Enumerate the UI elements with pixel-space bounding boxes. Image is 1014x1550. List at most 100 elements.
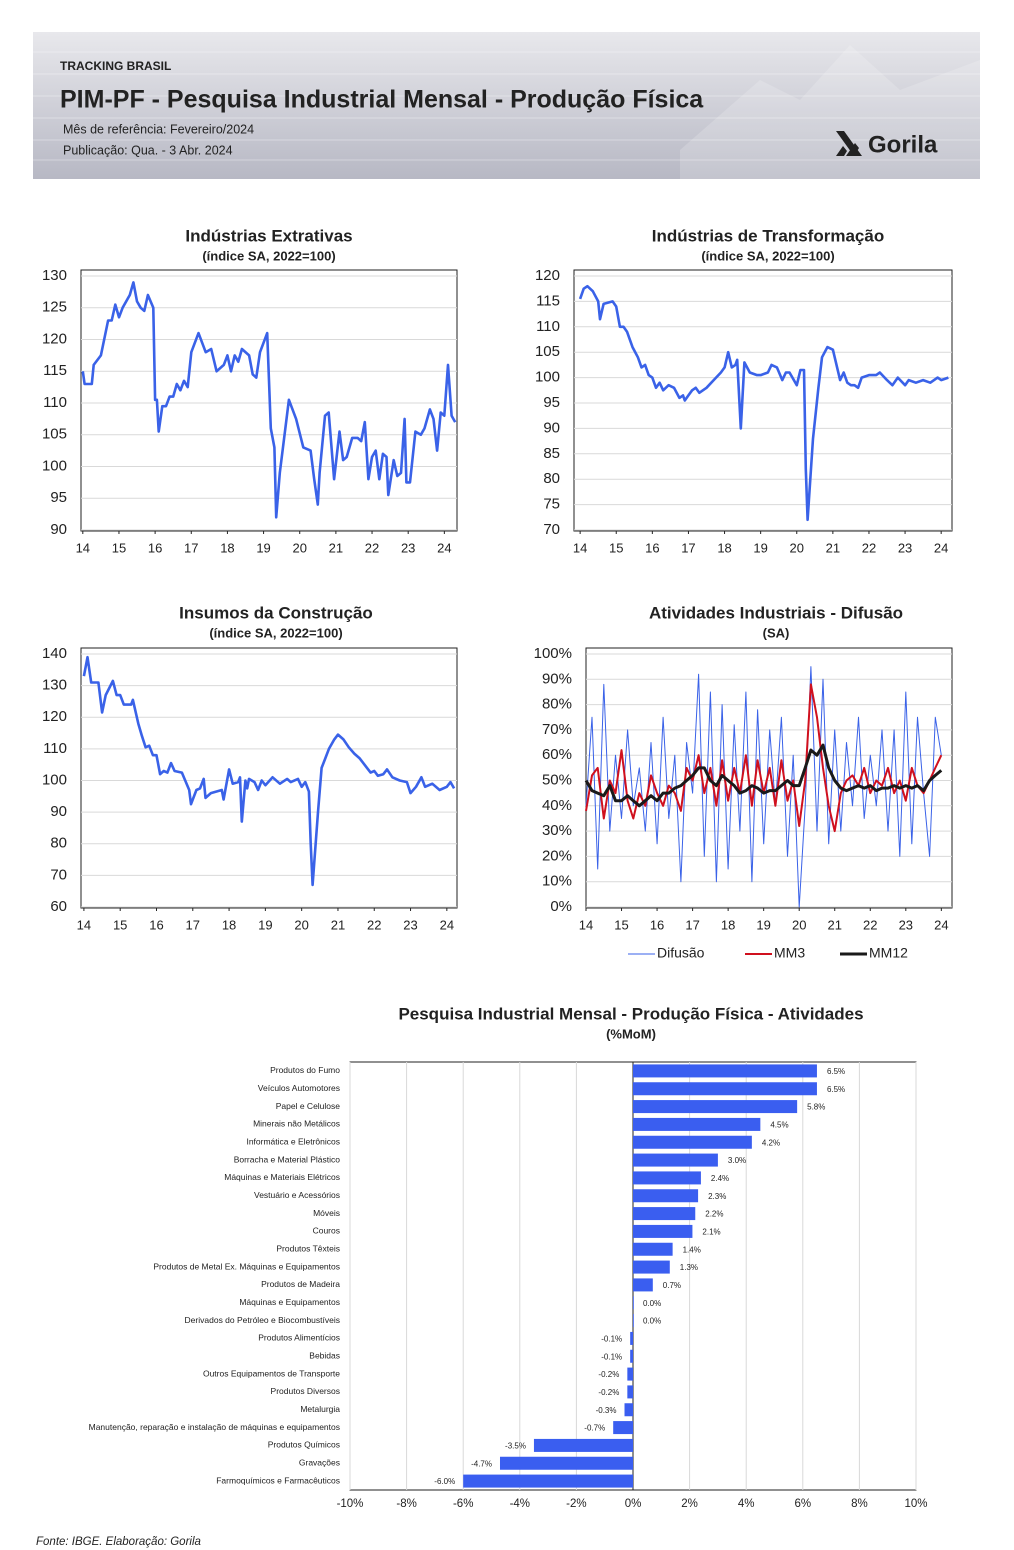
data-line <box>81 281 457 519</box>
header-section: TRACKING BRASIL <box>60 59 171 73</box>
plot-area <box>573 269 953 532</box>
y-tick-label: 105 <box>42 426 67 443</box>
chart-title: Insumos da Construção <box>179 603 373 622</box>
y-tick-label: 110 <box>43 740 67 757</box>
category-label: Produtos Diversos <box>271 1386 340 1396</box>
bar <box>627 1385 633 1399</box>
bar <box>633 1314 634 1328</box>
x-tick-label: 10% <box>904 1498 927 1510</box>
data-line <box>585 666 942 908</box>
y-tick-label: 90 <box>50 803 67 820</box>
bar <box>624 1403 633 1417</box>
plot-area <box>585 647 953 909</box>
value-label: 0.0% <box>643 1299 661 1308</box>
y-tick-label: 120 <box>42 708 67 725</box>
y-tick-label: 130 <box>42 267 67 284</box>
value-label: 0.7% <box>663 1281 681 1290</box>
value-label: 1.3% <box>680 1263 698 1272</box>
x-tick-label: 21 <box>329 540 343 555</box>
value-label: 5.8% <box>807 1103 825 1112</box>
y-tick-label: 85 <box>543 445 560 462</box>
header-background <box>33 32 980 179</box>
value-label: -0.1% <box>601 1352 622 1361</box>
bar <box>633 1260 670 1274</box>
x-tick-label: 16 <box>149 917 163 932</box>
category-label: Móveis <box>313 1208 340 1218</box>
value-label: 1.4% <box>683 1245 701 1254</box>
x-tick-label: 19 <box>258 917 272 932</box>
y-tick-label: 100% <box>534 645 572 662</box>
x-tick-label: 18 <box>721 917 735 932</box>
x-tick-label: 2% <box>681 1498 698 1510</box>
x-tick-label: 22 <box>862 540 876 555</box>
x-tick-label: 18 <box>222 917 236 932</box>
category-label: Máquinas e Materiais Elétricos <box>224 1172 340 1182</box>
y-tick-label: 20% <box>542 847 572 864</box>
y-tick-label: 105 <box>535 343 560 360</box>
x-tick-label: 18 <box>717 540 731 555</box>
y-tick-label: 70 <box>50 866 67 883</box>
y-tick-label: 110 <box>536 318 560 335</box>
bar <box>633 1100 798 1114</box>
value-label: 2.4% <box>711 1174 729 1183</box>
x-tick-label: 0% <box>625 1498 642 1510</box>
x-tick-label: 16 <box>645 540 659 555</box>
category-label: Metalurgia <box>300 1404 340 1414</box>
category-label: Derivados do Petróleo e Biocombustíveis <box>185 1315 340 1325</box>
bar <box>463 1474 633 1488</box>
y-tick-label: 10% <box>542 873 572 890</box>
y-tick-label: 100 <box>535 369 560 386</box>
footer-source: Fonte: IBGE. Elaboração: Gorila <box>36 1536 201 1548</box>
header-mountain <box>680 45 980 179</box>
x-tick-label: 23 <box>898 540 912 555</box>
header-stripes <box>33 51 980 161</box>
category-label: Couros <box>313 1226 340 1236</box>
x-tick-label: 16 <box>148 540 162 555</box>
y-tick-label: 90% <box>542 670 572 687</box>
bar <box>633 1153 718 1167</box>
value-label: -0.7% <box>584 1424 605 1433</box>
value-label: -4.7% <box>471 1459 492 1468</box>
legend-label: MM3 <box>774 945 805 961</box>
category-label: Borracha e Material Plástico <box>234 1154 341 1164</box>
bar <box>633 1189 699 1203</box>
x-tick-label: -2% <box>566 1498 586 1510</box>
legend-label: MM12 <box>869 945 908 961</box>
y-tick-label: 120 <box>42 330 67 347</box>
value-label: 3.0% <box>728 1156 746 1165</box>
x-tick-label: 22 <box>365 540 379 555</box>
y-tick-label: 70 <box>543 521 560 538</box>
category-label: Produtos Alimentícios <box>258 1333 340 1343</box>
category-label: Produtos de Metal Ex. Máquinas e Equipam… <box>153 1261 340 1271</box>
x-tick-label: 18 <box>220 540 234 555</box>
line-chart: Atividades Industriais - Difusão (SA) 0% 10… <box>534 603 953 961</box>
value-label: 6.5% <box>827 1067 845 1076</box>
x-tick-label: 24 <box>934 540 948 555</box>
data-line <box>584 743 943 808</box>
bar <box>533 1438 633 1452</box>
x-tick-label: 20 <box>790 540 804 555</box>
x-tick-label: 21 <box>331 917 345 932</box>
x-tick-label: 16 <box>650 917 664 932</box>
category-label: Produtos Químicos <box>268 1440 340 1450</box>
chart-subtitle: (índice SA, 2022=100) <box>202 248 335 263</box>
header-reference: Mês de referência: Fevereiro/2024 <box>63 122 254 136</box>
x-tick-label: 24 <box>437 540 451 555</box>
y-tick-label: 80 <box>543 470 560 487</box>
bar <box>633 1242 673 1256</box>
x-tick-label: 19 <box>756 917 770 932</box>
bar <box>630 1331 633 1345</box>
y-tick-label: 95 <box>543 394 560 411</box>
line-chart: Indústrias de Transformação (índice SA, 2… <box>535 226 953 555</box>
x-tick-label: 17 <box>681 540 695 555</box>
y-tick-label: 60% <box>542 746 572 763</box>
bar <box>633 1296 634 1310</box>
bar-chart: Pesquisa Industrial Mensal - Produção Fí… <box>89 1004 928 1510</box>
x-tick-label: -10% <box>337 1498 364 1510</box>
value-label: 2.3% <box>708 1192 726 1201</box>
category-label: Vestuário e Acessórios <box>254 1190 340 1200</box>
bar <box>633 1135 752 1149</box>
chart-title: Indústrias Extrativas <box>185 226 352 245</box>
y-tick-label: 60 <box>50 898 67 915</box>
